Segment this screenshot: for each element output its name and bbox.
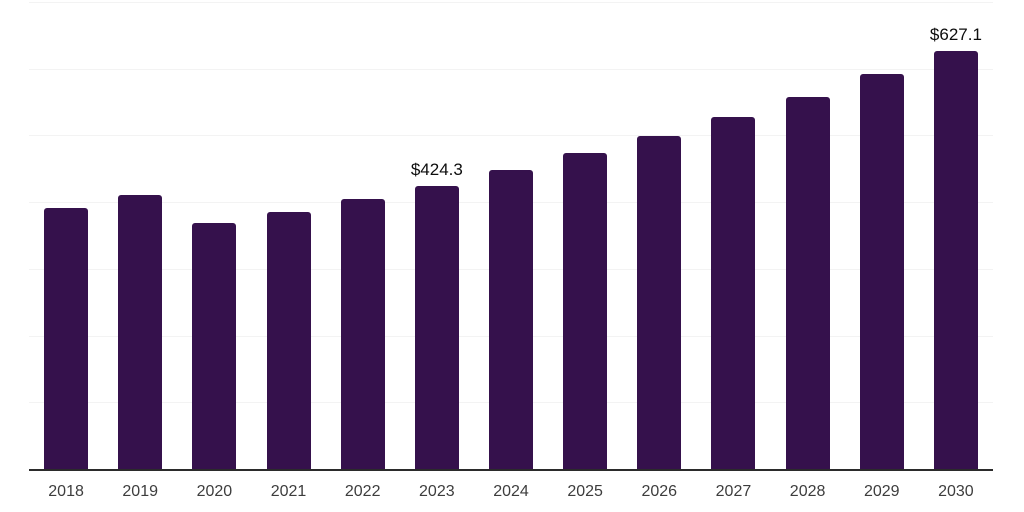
x-axis-label-2029: 2029 <box>863 483 900 500</box>
value-label-2023: $424.3 <box>410 159 463 179</box>
x-axis-label-2030: 2030 <box>938 483 974 500</box>
x-axis-label-2026: 2026 <box>641 483 678 500</box>
bar-2020 <box>192 223 237 469</box>
gridline-700 <box>29 2 993 3</box>
x-axis-label-2027: 2027 <box>715 483 752 500</box>
x-axis-label-2028: 2028 <box>789 483 826 500</box>
bar-2022 <box>340 198 385 469</box>
x-axis-line <box>29 469 993 471</box>
x-axis-label-2023: 2023 <box>419 483 455 500</box>
bar-2030 <box>933 50 978 469</box>
x-axis-label-2022: 2022 <box>344 483 381 500</box>
bar-2018 <box>44 208 89 469</box>
bar-2025 <box>563 153 608 469</box>
bar-2029 <box>859 74 904 469</box>
bar-2028 <box>785 97 830 469</box>
gridline-500 <box>29 135 993 137</box>
bar-2027 <box>711 117 756 469</box>
bar-2026 <box>637 135 682 469</box>
value-label-2030: $627.1 <box>929 24 982 44</box>
bar-2019 <box>118 195 163 469</box>
gridline-600 <box>29 68 993 70</box>
x-axis-label-2018: 2018 <box>48 483 84 500</box>
x-axis-label-2025: 2025 <box>567 483 603 500</box>
bar-2024 <box>489 169 533 469</box>
x-axis-label-2020: 2020 <box>196 483 233 500</box>
x-axis-label-2024: 2024 <box>493 483 529 500</box>
x-axis-label-2019: 2019 <box>122 483 158 500</box>
x-axis-label-2021: 2021 <box>270 483 307 500</box>
bar-2023 <box>414 185 459 469</box>
bar-2021 <box>266 212 311 469</box>
